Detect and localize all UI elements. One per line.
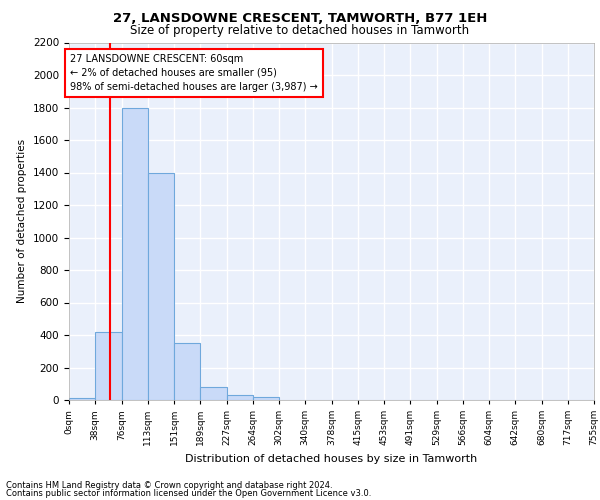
Bar: [95, 332, 121, 400]
X-axis label: Distribution of detached houses by size in Tamworth: Distribution of detached houses by size …: [185, 454, 478, 464]
Text: 27, LANSDOWNE CRESCENT, TAMWORTH, B77 1EH: 27, LANSDOWNE CRESCENT, TAMWORTH, B77 1E…: [113, 12, 487, 26]
Bar: [200, 387, 227, 400]
Text: Contains public sector information licensed under the Open Government Licence v3: Contains public sector information licen…: [6, 489, 371, 498]
Text: Size of property relative to detached houses in Tamworth: Size of property relative to detached ho…: [130, 24, 470, 37]
Text: Contains HM Land Registry data © Crown copyright and database right 2024.: Contains HM Land Registry data © Crown c…: [6, 480, 332, 490]
Bar: [227, 395, 253, 400]
Text: 27 LANSDOWNE CRESCENT: 60sqm
← 2% of detached houses are smaller (95)
98% of sem: 27 LANSDOWNE CRESCENT: 60sqm ← 2% of det…: [70, 54, 318, 92]
Bar: [69, 398, 95, 400]
Bar: [253, 397, 279, 400]
Y-axis label: Number of detached properties: Number of detached properties: [17, 139, 28, 304]
Bar: [174, 343, 200, 400]
Bar: [121, 108, 148, 400]
Bar: [148, 172, 174, 400]
